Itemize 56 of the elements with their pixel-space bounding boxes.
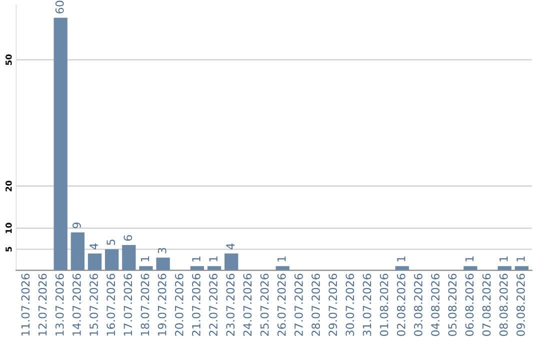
x-tick-label: 07.08.2026 [482, 274, 491, 336]
x-tick-label: 04.08.2026 [431, 274, 440, 336]
bar [224, 253, 238, 270]
data-label: 1 [209, 256, 218, 262]
y-tick-label: 50 [6, 54, 12, 65]
bar [88, 253, 102, 270]
x-tick-label: 17.07.2026 [124, 274, 132, 336]
x-tick-label: 22.07.2026 [209, 274, 218, 336]
data-label: 1 [192, 256, 200, 262]
x-tick-label: 15.07.2026 [90, 274, 98, 336]
data-label: 3 [158, 248, 166, 254]
x-tick-label: 24.07.2026 [243, 274, 252, 336]
x-tick-label: 08.08.2026 [499, 274, 508, 336]
data-label: 1 [278, 256, 286, 262]
x-tick-label: 05.08.2026 [448, 274, 457, 336]
data-label: 1 [397, 256, 406, 262]
x-tick-label: 09.08.2026 [516, 274, 525, 336]
x-tick-label: 18.07.2026 [140, 274, 150, 336]
x-tick-label: 12.07.2026 [38, 274, 47, 336]
data-label: 1 [140, 256, 150, 262]
x-tick-label: 25.07.2026 [260, 274, 269, 336]
data-label: 1 [516, 256, 525, 262]
y-tick-label: 10 [6, 222, 12, 234]
x-tick-label: 11.07.2026 [21, 274, 30, 336]
x-tick-label: 30.07.2026 [346, 274, 354, 336]
data-label: 4 [226, 243, 234, 250]
data-label: 9 [72, 222, 81, 228]
x-tick-label: 27.07.2026 [294, 274, 303, 336]
data-label: 6 [124, 235, 132, 241]
x-tick-label: 20.07.2026 [174, 274, 184, 336]
x-tick-label: 26.07.2026 [277, 274, 286, 336]
data-label: 5 [106, 240, 116, 245]
x-tick-label: 28.07.2026 [312, 274, 320, 336]
x-tick-label: 01.08.2026 [380, 274, 388, 336]
x-tick-label: 02.08.2026 [396, 274, 406, 336]
data-label: 1 [465, 256, 474, 262]
x-tick-label: 13.07.2026 [55, 274, 64, 336]
y-tick-label: 20 [6, 180, 12, 192]
bar [70, 232, 85, 270]
x-tick-label: 16.07.2026 [106, 274, 116, 336]
bar [104, 249, 119, 270]
bar [122, 245, 136, 270]
data-label: 1 [500, 256, 508, 262]
data-label: 60 [55, 0, 64, 14]
x-tick-label: 23.07.2026 [226, 274, 235, 336]
x-tick-label: 19.07.2026 [158, 274, 166, 336]
data-label: 4 [90, 243, 98, 250]
x-tick-label: 21.07.2026 [192, 274, 200, 336]
x-tick-label: 29.07.2026 [328, 274, 338, 336]
x-tick-label: 06.08.2026 [465, 274, 474, 336]
bar [156, 258, 170, 270]
x-tick-label: 14.07.2026 [72, 274, 81, 336]
x-tick-label: 03.08.2026 [414, 274, 422, 336]
x-tick-label: 31.07.2026 [362, 274, 372, 336]
y-tick-label: 5 [6, 246, 12, 252]
bar [54, 18, 68, 270]
